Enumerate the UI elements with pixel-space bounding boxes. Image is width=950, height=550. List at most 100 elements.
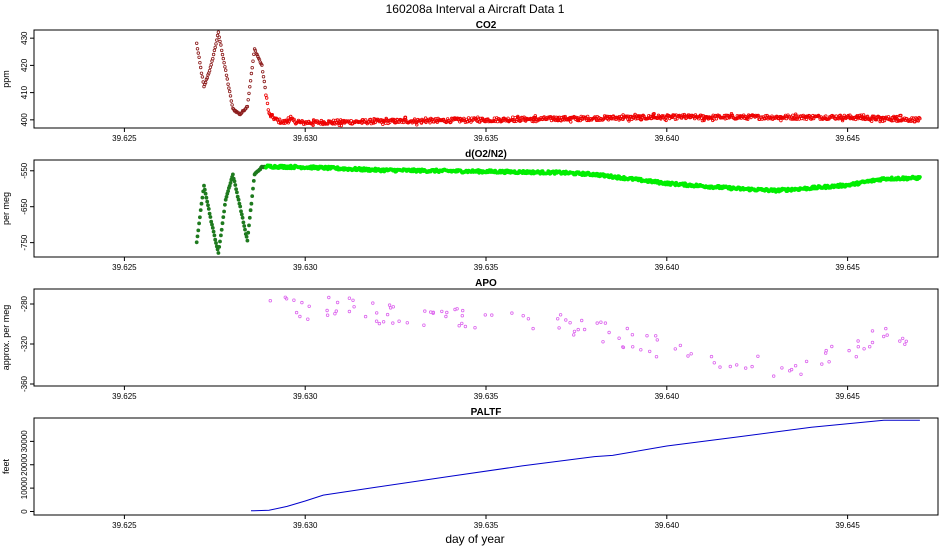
data-point [511,316,514,319]
data-point [693,116,697,121]
data-point [253,310,256,313]
data-point [887,337,890,340]
data-point [730,363,733,366]
data-point [817,359,820,362]
data-point [471,321,474,324]
data-point [625,332,628,335]
data-point [296,302,299,305]
data-point [239,376,242,379]
data-point [372,317,375,320]
data-point [797,365,800,368]
data-point [347,305,350,308]
data-point [420,312,423,315]
data-point [796,361,799,364]
data-point [917,342,920,345]
data-point [247,91,251,96]
data-point [633,339,636,342]
data-point [856,345,860,349]
data-point [331,302,334,305]
data-point [724,361,727,364]
data-point [393,319,396,322]
y-axis-label: feet [1,458,11,474]
data-point [473,326,477,330]
data-point [717,352,720,355]
data-point [654,355,659,359]
data-point [759,369,762,372]
data-point [830,344,834,349]
data-point [453,318,456,321]
data-point [565,327,568,330]
data-point [575,322,578,325]
data-point [707,356,710,359]
data-point [721,361,724,364]
data-point [507,119,511,123]
data-point [506,314,509,317]
data-point [702,359,705,362]
data-point [549,322,552,325]
data-point [377,321,382,326]
data-point [324,301,327,304]
data-point [532,317,535,320]
data-point [299,312,302,315]
data-point [208,215,213,219]
data-point [722,362,725,365]
data-point [633,112,637,117]
data-point [216,30,221,34]
data-point [785,362,788,365]
data-point [357,314,360,317]
data-point [889,335,892,338]
data-point [249,315,252,318]
data-point [224,331,227,334]
data-point [240,215,245,220]
data-point [848,116,852,121]
data-point [553,324,556,327]
data-point [542,327,545,330]
data-point [918,175,922,179]
data-point [718,363,721,366]
data-point [251,186,255,191]
data-point [870,329,875,333]
data-point [207,211,212,216]
data-point [213,237,218,242]
data-point [446,318,449,321]
data-point [487,319,490,322]
data-point [901,336,905,341]
data-point [761,370,764,373]
data-point [682,353,685,356]
data-point [257,303,260,306]
data-point [214,42,218,46]
data-point [767,370,770,373]
data-point [815,363,818,366]
data-point [359,313,362,316]
data-point [784,365,787,368]
data-point [776,116,780,120]
data-point [217,312,220,315]
data-point [296,118,301,123]
y-tick-label: -320 [20,335,29,352]
data-point [249,71,254,76]
data-point [438,314,441,317]
data-point [260,63,264,67]
data-point [512,323,515,326]
data-point [369,305,372,308]
data-point [319,309,322,312]
data-point [415,314,418,317]
data-point [263,85,267,90]
data-point [226,189,231,194]
data-point [707,116,711,121]
data-point [224,194,229,199]
data-point [434,321,437,324]
x-tick-label: 39.625 [112,134,137,143]
data-point [274,299,277,302]
data-point [750,364,754,369]
data-point [507,323,510,326]
data-point [511,115,515,119]
data-point [778,370,781,373]
data-point [450,315,453,318]
data-point [229,99,233,103]
data-point [199,201,204,206]
data-point [884,326,888,331]
data-point [789,367,794,372]
y-axis-label: per meg [1,192,11,225]
data-point [648,343,651,346]
